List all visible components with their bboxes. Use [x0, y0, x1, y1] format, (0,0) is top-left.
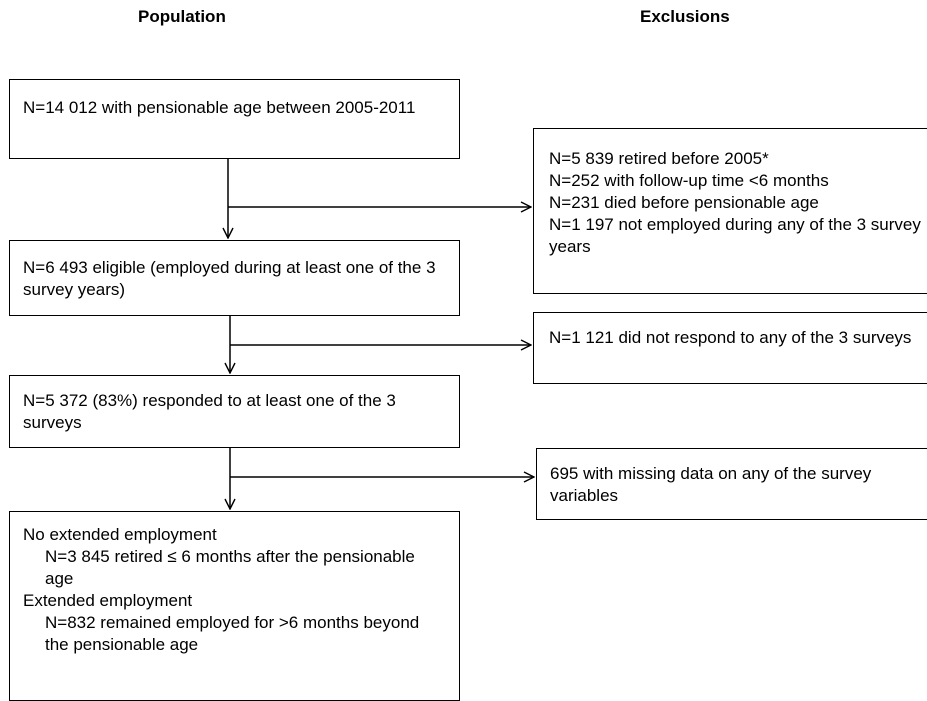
exclusions-heading: Exclusions — [640, 7, 730, 26]
extended-employment-detail: N=832 remained employed for >6 months be… — [45, 613, 420, 654]
population-box-eligible: N=6 493 eligible (employed during at lea… — [9, 240, 460, 316]
exclusion-died: N=231 died before pensionable age — [549, 193, 819, 212]
population-responded-text: N=5 372 (83%) responded to at least one … — [23, 391, 396, 432]
exclusion-box-first: N=5 839 retired before 2005* N=252 with … — [533, 128, 927, 294]
exclusion-short-follow-up: N=252 with follow-up time <6 months — [549, 171, 829, 190]
exclusion-retired-before-2005: N=5 839 retired before 2005* — [549, 149, 769, 168]
exclusion-no-response: N=1 121 did not respond to any of the 3 … — [549, 328, 912, 347]
population-box-responded: N=5 372 (83%) responded to at least one … — [9, 375, 460, 448]
population-total-text: N=14 012 with pensionable age between 20… — [23, 98, 416, 117]
population-box-total: N=14 012 with pensionable age between 20… — [9, 79, 460, 159]
no-extended-employment-detail: N=3 845 retired ≤ 6 months after the pen… — [45, 547, 415, 588]
exclusion-not-employed: N=1 197 not employed during any of the 3… — [549, 215, 921, 256]
exclusion-box-third: 695 with missing data on any of the surv… — [536, 448, 927, 520]
population-heading: Population — [138, 7, 226, 26]
population-box-final: No extended employment N=3 845 retired ≤… — [9, 511, 460, 701]
flow-connectors — [0, 159, 927, 684]
no-extended-employment-title: No extended employment — [23, 525, 217, 544]
exclusion-missing-data: 695 with missing data on any of the surv… — [550, 464, 872, 505]
extended-employment-title: Extended employment — [23, 591, 193, 610]
exclusion-box-second: N=1 121 did not respond to any of the 3 … — [533, 312, 927, 384]
population-eligible-text: N=6 493 eligible (employed during at lea… — [23, 258, 436, 299]
